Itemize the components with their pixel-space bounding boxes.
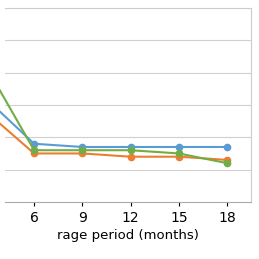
X-axis label: rage period (months): rage period (months) [57, 229, 199, 242]
